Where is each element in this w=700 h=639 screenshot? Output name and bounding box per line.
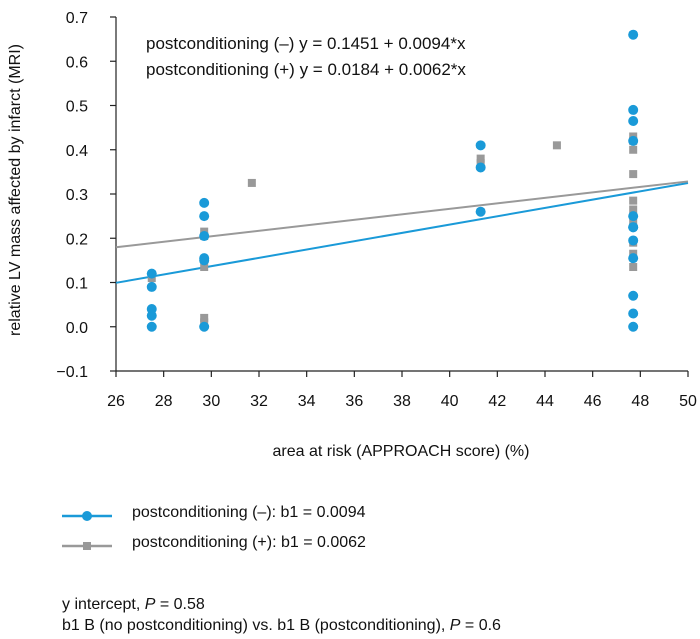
- data-point-circle: [628, 321, 639, 332]
- x-tick-label: 26: [107, 393, 125, 410]
- data-point-circle: [199, 321, 210, 332]
- data-point-circle: [146, 281, 157, 292]
- x-tick-label: 50: [679, 393, 697, 410]
- data-point-square: [200, 263, 209, 272]
- data-point-circle: [628, 235, 639, 246]
- y-tick-label: 0.3: [66, 187, 88, 204]
- x-tick-label: 46: [584, 393, 602, 410]
- x-axis-label: area at risk (APPROACH score) (%): [273, 443, 530, 460]
- data-point-circle: [475, 206, 486, 217]
- data-point-circle: [628, 222, 639, 233]
- data-point-circle: [628, 211, 639, 222]
- blue-circle-line-icon: [62, 511, 112, 521]
- fit-line-series-2: [115, 180, 689, 249]
- data-point-circle: [199, 255, 210, 266]
- scatter-chart: −0.1 0.0 0.1 0.2 0.3 0.4 0.5 0.6 0.7 26 28 30 32 34 36…: [7, 10, 697, 460]
- y-tick-label: 0.6: [66, 54, 88, 71]
- y-tick-label: 0.7: [66, 10, 88, 27]
- data-point-circle: [628, 104, 639, 115]
- y-axis-label: relative LV mass affected by infarct (MR…: [7, 44, 24, 336]
- x-tick-label: 44: [536, 393, 554, 410]
- x-tick-label: 38: [393, 393, 411, 410]
- data-point-square: [247, 178, 256, 187]
- footnote-intercept-text: y intercept,: [62, 596, 145, 613]
- data-point-circle: [475, 162, 486, 173]
- gray-square-line-icon: [62, 542, 112, 550]
- fit-line-series-1: [115, 181, 689, 284]
- y-tick-label: 0.4: [66, 143, 88, 160]
- x-tick-label: 40: [441, 393, 459, 410]
- y-tick-label: 0.2: [66, 231, 88, 248]
- data-point-square: [629, 263, 638, 272]
- data-point-circle: [146, 321, 157, 332]
- x-tick-label: 30: [202, 393, 220, 410]
- data-point-circle: [628, 290, 639, 301]
- data-point-circle: [146, 268, 157, 279]
- data-point-circle: [475, 140, 486, 151]
- data-point-square: [629, 170, 638, 179]
- y-tick-label: 0.0: [66, 320, 88, 337]
- footnote-intercept-p: P: [144, 596, 156, 613]
- data-point-circle: [628, 135, 639, 146]
- data-point-circle: [146, 310, 157, 321]
- y-tick-label: −0.1: [56, 364, 88, 381]
- x-tick-label: 48: [631, 393, 649, 410]
- data-point-circle: [199, 231, 210, 242]
- data-point-circle: [199, 197, 210, 208]
- footnote-slope-value: = 0.6: [460, 617, 501, 634]
- data-point-square: [629, 196, 638, 205]
- data-points: [146, 29, 639, 332]
- data-point-circle: [628, 253, 639, 264]
- x-tick-label: 32: [250, 393, 268, 410]
- y-tick-label: 0.5: [66, 99, 88, 116]
- x-tick-label: 34: [298, 393, 316, 410]
- data-point-circle: [628, 29, 639, 40]
- axes: −0.1 0.0 0.1 0.2 0.3 0.4 0.5 0.6 0.7 26 28 30 32 34 36…: [56, 10, 697, 410]
- footnotes: y intercept, P = 0.58 b1 B (no postcondi…: [62, 594, 501, 636]
- data-point-circle: [628, 115, 639, 126]
- data-point-square: [476, 154, 485, 163]
- footnote-slope-text: b1 B (no postconditioning) vs. b1 B (pos…: [62, 617, 450, 634]
- annotation-2: postconditioning (+) y = 0.0184 + 0.0062…: [146, 60, 466, 79]
- annotation-1: postconditioning (–) y = 0.1451 + 0.0094…: [146, 34, 466, 53]
- data-point-circle: [199, 211, 210, 222]
- x-tick-label: 42: [488, 393, 506, 410]
- data-point-circle: [628, 308, 639, 319]
- footnote-intercept: y intercept, P = 0.58: [62, 594, 501, 615]
- legend-label-minus: postconditioning (–): b1 = 0.0094: [132, 504, 366, 521]
- footnote-slope-p: P: [449, 617, 461, 634]
- legend-label-plus: postconditioning (+): b1 = 0.0062: [132, 534, 366, 551]
- footnote-intercept-value: = 0.58: [155, 596, 205, 613]
- fit-lines: [115, 180, 689, 284]
- y-tick-label: 0.1: [66, 276, 88, 293]
- data-point-square: [200, 313, 209, 322]
- x-tick-label: 28: [155, 393, 173, 410]
- data-point-square: [552, 141, 561, 150]
- data-point-square: [629, 145, 638, 154]
- x-tick-label: 36: [345, 393, 363, 410]
- data-point-square: [629, 205, 638, 214]
- footnote-slope-comparison: b1 B (no postconditioning) vs. b1 B (pos…: [62, 615, 501, 636]
